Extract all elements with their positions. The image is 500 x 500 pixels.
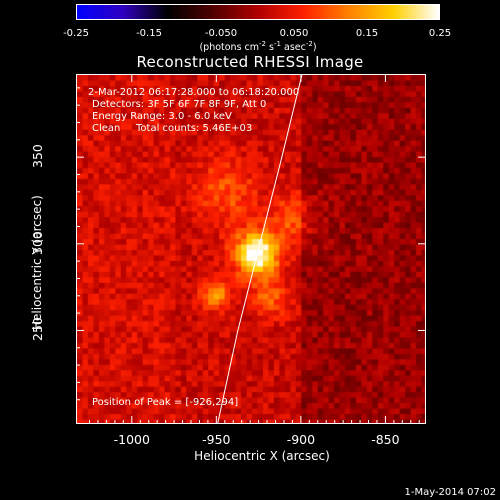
x-tick-label: -850 — [371, 432, 400, 447]
colorbar-units: (photons cm-2 s-1 asec-2) — [199, 40, 317, 54]
x-axis-label: Heliocentric X (arcsec) — [194, 449, 330, 463]
total-counts-label: Total counts: 5.46E+03 — [136, 123, 253, 134]
energy-range-label: Energy Range: 3.0 - 6.0 keV — [92, 111, 232, 122]
method-label: Clean — [92, 123, 121, 134]
colorbar — [76, 4, 440, 20]
y-tick-label: 350 — [30, 144, 45, 169]
chart-title: Reconstructed RHESSI Image — [136, 53, 364, 71]
y-axis-label: Heliocentric Y (arcsec) — [30, 195, 44, 330]
colorbar-tick: 0.15 — [355, 28, 379, 39]
peak-position-label: Position of Peak = [-926,294] — [92, 397, 239, 408]
colorbar-tick: 0.25 — [428, 28, 452, 39]
x-tick-label: -1000 — [113, 432, 150, 447]
colorbar-tick: -0.15 — [136, 28, 162, 39]
x-tick-label: -950 — [202, 432, 231, 447]
timestamp: 1-May-2014 07:02 — [404, 487, 496, 498]
colorbar-tick: -0.050 — [204, 28, 238, 39]
colorbar-tick: 0.050 — [279, 28, 309, 39]
detectors-label: Detectors: 3F 5F 6F 7F 8F 9F, Att 0 — [92, 99, 267, 110]
heatmap-image — [77, 75, 425, 423]
plot-area: 2-Mar-2012 06:17:28.000 to 06:18:20.000 … — [76, 74, 426, 424]
colorbar-tick: -0.25 — [63, 28, 89, 39]
x-tick-label: -900 — [286, 432, 316, 447]
limb-line — [217, 75, 303, 423]
solar-limb-curve — [217, 75, 303, 423]
time-range-label: 2-Mar-2012 06:17:28.000 to 06:18:20.000 — [88, 87, 300, 98]
